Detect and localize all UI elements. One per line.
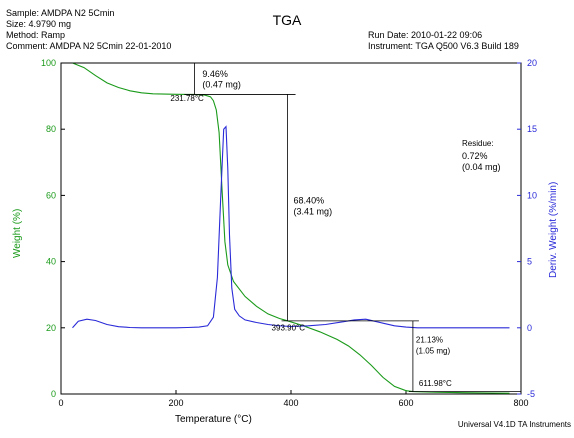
y-left-tick-label: 60	[46, 190, 56, 200]
instrument-label: Instrument: TGA Q500 V6.3 Build 189	[368, 41, 519, 51]
run-date-label: Run Date: 2010-01-22 09:06	[368, 30, 483, 40]
software-version: Universal V4.1D TA Instruments	[458, 420, 571, 429]
y-right-tick-label: 5	[527, 257, 532, 267]
x-axis-label: Temperature (°C)	[175, 414, 252, 425]
y-right-axis-label: Deriv. Weight (%/min)	[548, 182, 559, 278]
step3-mass: (1.05 mg)	[416, 346, 451, 355]
x-tick-label: 200	[168, 398, 183, 408]
y-left-tick-label: 40	[46, 257, 56, 267]
x-tick-label: 0	[58, 398, 63, 408]
y-left-axis-label: Weight (%)	[12, 209, 23, 258]
step2-percent: 68.40%	[294, 196, 325, 206]
method-label: Method: Ramp	[6, 30, 66, 40]
y-left-tick-label: 20	[46, 323, 56, 333]
y-right-tick-label: 20	[527, 58, 537, 68]
y-right-tick-label: 10	[527, 190, 537, 200]
y-right-tick-label: 0	[527, 323, 532, 333]
deriv-weight-curve	[72, 125, 510, 329]
plot-frame	[60, 62, 522, 395]
residue-percent: 0.72%	[462, 151, 488, 161]
step1-percent: 9.46%	[202, 69, 228, 79]
step1-temperature: 231.78°C	[170, 94, 204, 103]
step1-mass: (0.47 mg)	[202, 79, 241, 89]
step3-temperature: 611.98°C	[419, 379, 452, 388]
y-left-tick-label: 100	[41, 58, 56, 68]
y-left-tick-label: 80	[46, 124, 56, 134]
x-tick-label: 800	[513, 398, 528, 408]
y-right-tick-label: 15	[527, 124, 537, 134]
step2-temperature: 393.90°C	[272, 323, 306, 332]
x-tick-label: 400	[283, 398, 298, 408]
residue-label: Residue:	[462, 139, 494, 148]
x-tick-label: 600	[398, 398, 413, 408]
sample-label: Sample: AMDPA N2 5Cmin	[6, 8, 115, 18]
y-left-tick-label: 0	[51, 389, 56, 399]
step3-percent: 21.13%	[416, 336, 443, 345]
residue-mass: (0.04 mg)	[462, 162, 501, 172]
y-right-tick-label: -5	[527, 389, 535, 399]
step2-mass: (3.41 mg)	[294, 206, 333, 216]
weight-curve	[72, 62, 510, 394]
size-label: Size: 4.9790 mg	[6, 19, 72, 29]
comment-label: Comment: AMDPA N2 5Cmin 22-01-2010	[6, 41, 172, 51]
chart-title: TGA	[272, 12, 302, 28]
